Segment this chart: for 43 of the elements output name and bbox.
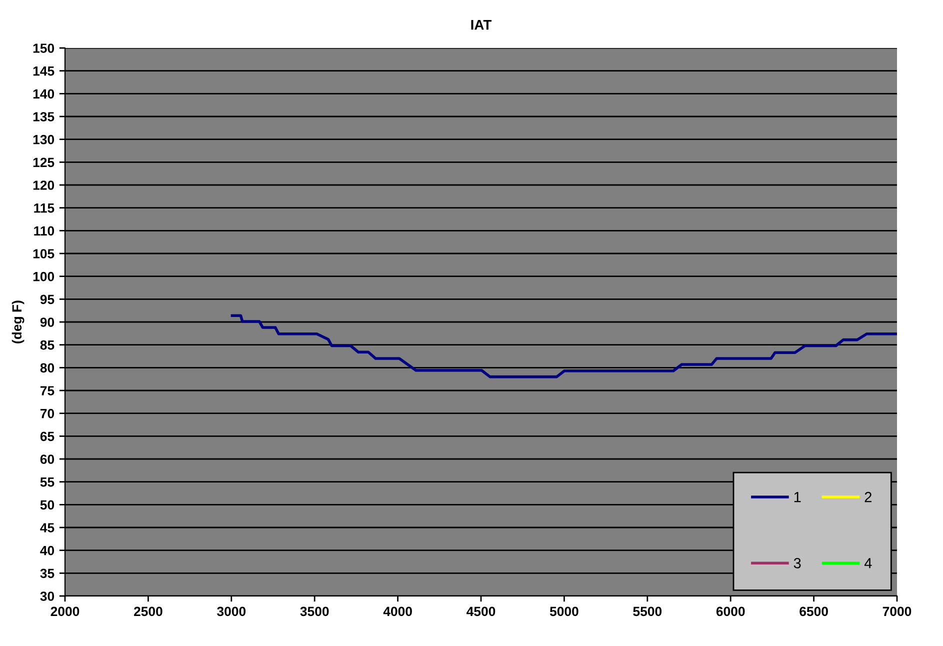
y-tick-label: 95 [40,294,54,304]
y-tick-label: 60 [40,454,54,464]
legend-label: 4 [864,558,872,568]
y-tick-label: 80 [40,363,54,373]
y-tick-label: 85 [40,340,54,350]
y-tick-label: 150 [33,44,54,53]
y-tick-label: 140 [33,89,54,99]
y-tick-label: 135 [33,112,54,122]
chart-title: IAT [471,20,492,30]
y-tick-label: 40 [40,546,54,556]
x-tick-label: 7000 [882,606,912,616]
y-tick-label: 30 [40,592,54,601]
x-tick-label: 5500 [633,606,662,616]
x-tick-label: 3500 [300,606,329,616]
y-tick-label: 120 [33,180,54,190]
x-tick-label: 5000 [550,606,578,616]
line-series [230,314,897,378]
x-tick-label: 3000 [217,606,246,616]
y-tick-label: 50 [40,500,54,510]
x-tick-label: 4000 [383,606,412,616]
legend-label: 3 [794,558,801,568]
y-tick-label: 110 [34,226,54,236]
y-tick-label: 145 [33,66,54,76]
legend-label: 2 [864,492,872,502]
y-tick-label: 70 [40,408,54,418]
y-tick-label: 125 [33,158,54,168]
legend-label: 1 [794,492,801,502]
y-tick-label: 65 [40,432,54,442]
x-tick-label: 6500 [800,606,828,616]
y-tick-label: 100 [33,272,54,282]
y-axis-title: (deg F) [12,300,24,344]
y-tick-label: 55 [40,478,54,487]
y-tick-label: 90 [40,318,54,327]
y-tick-label: 35 [40,568,54,578]
y-tick-label: 130 [33,134,54,144]
y-tick-label: 105 [33,249,54,258]
x-tick-label: 4500 [466,606,496,616]
y-tick-label: 115 [34,204,54,213]
x-tick-label: 2500 [134,606,162,616]
x-tick-label: 2000 [50,606,80,616]
y-tick-label: 75 [40,386,54,396]
x-tick-label: 6000 [716,606,745,616]
y-tick-label: 45 [40,523,54,532]
